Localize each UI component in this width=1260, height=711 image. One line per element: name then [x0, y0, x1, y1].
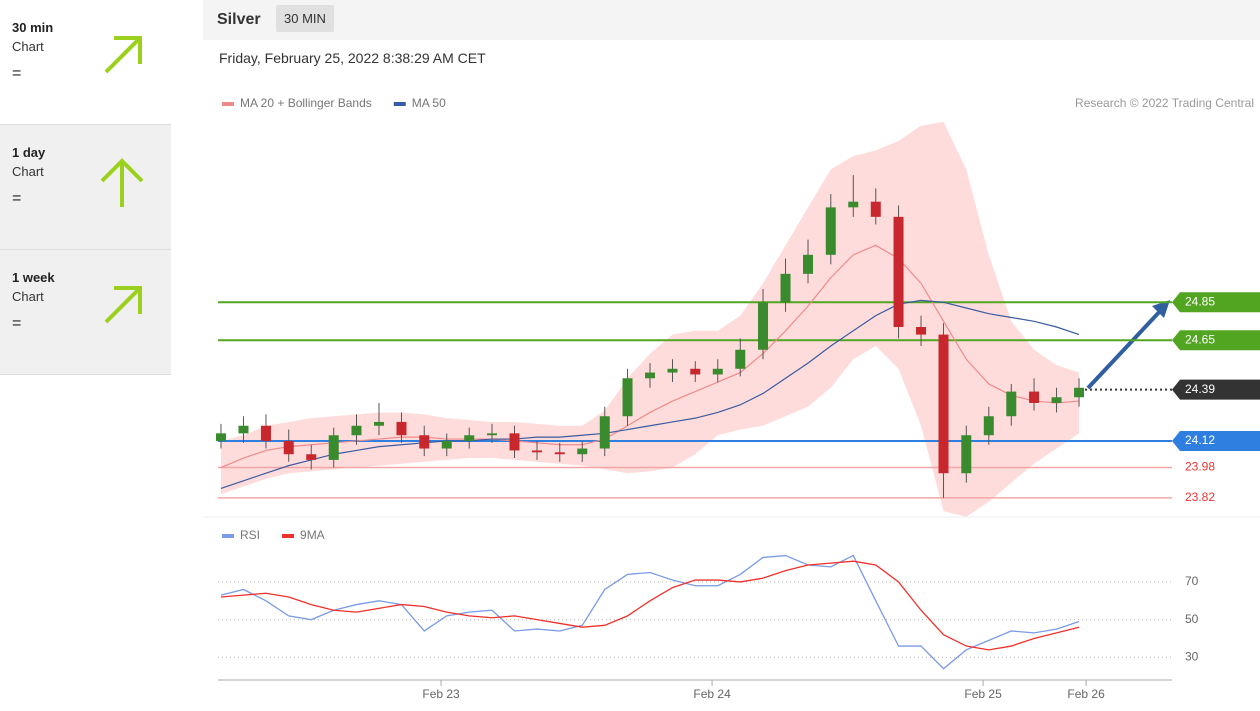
- level-tag: [1172, 430, 1260, 451]
- candle-body: [1074, 387, 1085, 398]
- level-label: 24.85: [1185, 294, 1215, 308]
- bollinger-band: [220, 121, 1080, 517]
- candle-body: [1006, 391, 1017, 417]
- candle-body: [351, 425, 362, 436]
- candle-body: [712, 368, 723, 375]
- timeframe-item[interactable]: 1 week Chart =: [0, 250, 171, 375]
- candle-body: [645, 372, 656, 379]
- item-label: Chart: [12, 164, 44, 179]
- candle-body: [961, 435, 972, 474]
- candle-body: [464, 435, 475, 441]
- legend-swatch: [282, 534, 295, 538]
- sidebar: 30 min Chart = 1 day Chart = 1 week Char…: [0, 0, 171, 375]
- candle-body: [1029, 391, 1040, 403]
- status: =: [12, 65, 22, 82]
- candle-body: [735, 349, 746, 369]
- timestamp: Friday, February 25, 2022 8:38:29 AM CET: [219, 50, 486, 66]
- candle-body: [373, 421, 384, 426]
- candle-body: [531, 450, 542, 453]
- level-label: 23.98: [1185, 460, 1215, 474]
- top-bar: Silver 30 MIN: [203, 0, 1260, 40]
- status: =: [12, 190, 22, 207]
- y-tick-label: 50: [1185, 612, 1199, 626]
- candle-body: [870, 201, 881, 217]
- status: =: [12, 315, 22, 332]
- trend-icon: [104, 36, 142, 74]
- candle-body: [260, 425, 271, 441]
- candle-body: [1051, 397, 1062, 403]
- item-label: Chart: [12, 39, 44, 54]
- candle-body: [487, 433, 498, 436]
- candle-body: [758, 302, 769, 350]
- instrument: Silver: [217, 11, 261, 28]
- candle-body: [983, 416, 994, 436]
- x-tick-label: Feb 26: [1067, 687, 1105, 701]
- level-label: 24.12: [1185, 433, 1215, 447]
- legend-swatch: [222, 534, 234, 538]
- period: 30 min: [12, 20, 54, 35]
- level-label: 24.39: [1185, 382, 1215, 396]
- legend-label: RSI: [240, 528, 260, 542]
- credit: Research © 2022 Trading Central: [1075, 96, 1254, 110]
- candle-body: [441, 440, 452, 449]
- forecast-arrow: [1086, 306, 1165, 390]
- item-label: Chart: [12, 289, 44, 304]
- candle-body: [328, 435, 339, 460]
- period: 1 week: [12, 270, 55, 285]
- candle-body: [825, 207, 836, 255]
- x-tick-label: Feb 23: [422, 687, 460, 701]
- candle-body: [238, 425, 249, 434]
- candle-body: [916, 326, 927, 335]
- x-tick-label: Feb 25: [964, 687, 1002, 701]
- y-tick-label: 30: [1185, 650, 1199, 664]
- ma-line: [220, 299, 1080, 489]
- candle-body: [848, 201, 859, 208]
- legend-swatch: [393, 102, 406, 106]
- interval-tab[interactable]: 30 MIN: [276, 5, 334, 32]
- x-tick-label: Feb 24: [693, 687, 731, 701]
- candle-body: [396, 421, 407, 436]
- candle-body: [893, 216, 904, 327]
- rsi-line: [220, 554, 1080, 670]
- candle-body: [938, 334, 949, 474]
- candle-body: [283, 440, 294, 455]
- level-tag: [1172, 292, 1260, 313]
- ma-line: [220, 244, 1080, 469]
- candle-body: [215, 433, 226, 441]
- candle-body: [622, 378, 633, 417]
- level-tag: [1172, 379, 1260, 400]
- rsi-line: [220, 560, 1080, 651]
- forecast-arrowhead: [1152, 300, 1170, 318]
- candle-body: [599, 416, 610, 449]
- timeframe-item[interactable]: 30 min Chart =: [0, 0, 171, 125]
- candle-body: [577, 448, 588, 455]
- level-label: 23.82: [1185, 490, 1215, 504]
- legend-label: MA 20 + Bollinger Bands: [240, 96, 372, 110]
- legend-label: 9MA: [300, 528, 325, 542]
- candle-body: [803, 254, 814, 274]
- level-label: 24.65: [1185, 332, 1215, 346]
- legend-label: MA 50: [412, 96, 446, 110]
- level-tag: [1172, 330, 1260, 351]
- period: 1 day: [12, 145, 46, 160]
- candle-body: [509, 433, 520, 451]
- candle-body: [780, 273, 791, 303]
- timeframe-item[interactable]: 1 day Chart =: [0, 125, 171, 250]
- trend-icon: [104, 286, 142, 324]
- candle-body: [306, 454, 317, 460]
- trend-icon: [100, 158, 144, 207]
- candle-body: [419, 435, 430, 449]
- y-tick-label: 70: [1185, 574, 1199, 588]
- candle-body: [690, 368, 701, 375]
- candle-body: [667, 368, 678, 373]
- candle-body: [554, 452, 565, 455]
- legend-swatch: [222, 102, 234, 106]
